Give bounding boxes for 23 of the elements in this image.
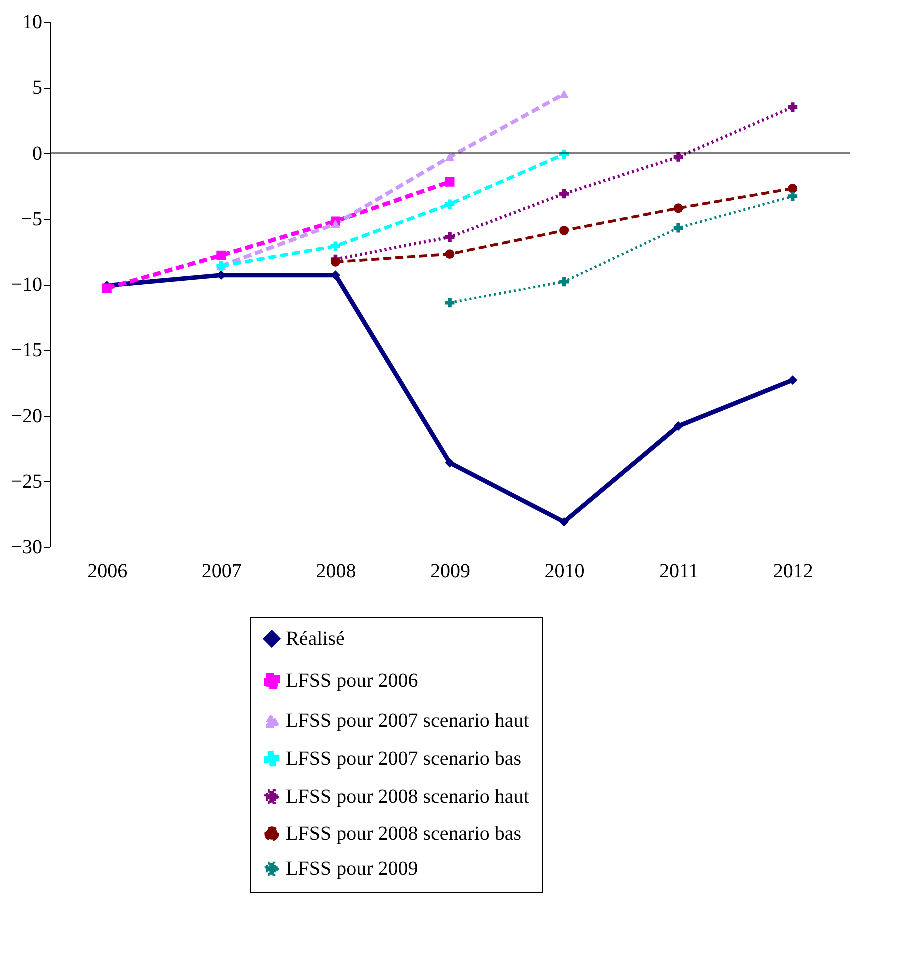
y-tick-label: −5 xyxy=(21,208,42,230)
legend-label: LFSS pour 2007 scenario bas xyxy=(286,748,522,770)
legend-label: Réalisé xyxy=(286,628,345,650)
y-tick-label: 0 xyxy=(32,142,42,165)
x-tick-label: 2011 xyxy=(659,560,699,582)
y-tick-label: −15 xyxy=(11,340,42,362)
y-tick-label: −10 xyxy=(11,274,42,296)
x-tick-label: 2008 xyxy=(316,560,356,582)
legend-label: LFSS pour 2008 scenario bas xyxy=(286,823,522,845)
y-tick-label: −30 xyxy=(11,536,42,558)
legend-label: LFSS pour 2008 scenario haut xyxy=(286,786,530,808)
x-tick-label: 2007 xyxy=(202,560,242,582)
x-tick-label: 2006 xyxy=(88,560,128,582)
x-tick-label: 2009 xyxy=(430,560,470,582)
y-tick-label: −20 xyxy=(11,405,42,428)
y-tick-label: 5 xyxy=(32,77,42,100)
y-tick-label: 10 xyxy=(22,12,42,34)
legend-label: LFSS pour 2009 xyxy=(286,858,418,880)
x-tick-label: 2010 xyxy=(544,560,585,582)
x-tick-label: 2012 xyxy=(773,560,814,582)
y-tick-label: −25 xyxy=(11,470,42,493)
legend-label: LFSS pour 2006 xyxy=(286,670,418,692)
legend-label: LFSS pour 2007 scenario haut xyxy=(286,710,530,732)
